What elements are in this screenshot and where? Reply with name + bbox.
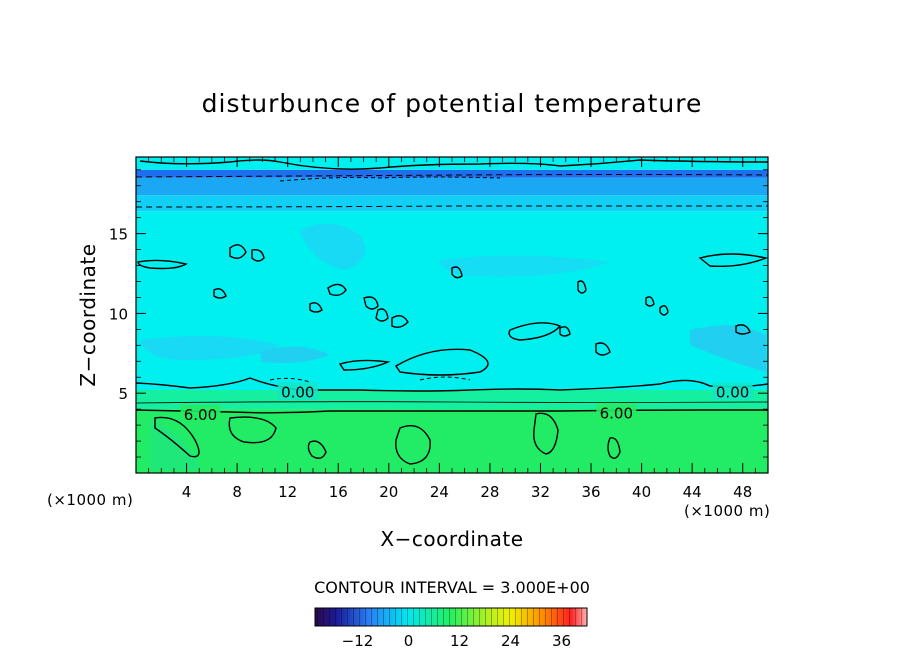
- field-band: [136, 177, 768, 196]
- field-band: [136, 169, 768, 178]
- field-band: [136, 157, 768, 170]
- contour-cell: [451, 266, 463, 279]
- x-tick-label: 16: [329, 483, 348, 501]
- field-patch: [300, 223, 365, 270]
- field-band: [136, 211, 768, 391]
- colorbar-tick-label: 36: [552, 632, 571, 650]
- contour-cell: [309, 302, 323, 313]
- contour-cell: [559, 326, 571, 337]
- contour-cell: [338, 359, 391, 371]
- contour-cell: [645, 296, 655, 307]
- contour-label: 6.00: [184, 406, 217, 424]
- plot-area: 0.00 0.00 6.00 6.00: [136, 157, 768, 473]
- field-patch: [260, 346, 330, 364]
- contour-zero-line: [136, 377, 768, 392]
- x-unit-right: (×1000 m): [684, 502, 770, 520]
- contour-cell: [375, 308, 389, 322]
- field-band: [136, 390, 768, 410]
- contour-label-bg: [277, 382, 318, 400]
- contour-cell: [659, 305, 669, 316]
- contour-label: 0.00: [281, 384, 314, 402]
- contour-cell: [698, 253, 768, 268]
- contour-cell: [395, 348, 489, 376]
- contour-cell: [735, 324, 751, 335]
- colorbar-tick-label: 24: [501, 632, 520, 650]
- y-tick-label: 5: [118, 385, 128, 403]
- contour-label-bg: [180, 404, 221, 422]
- x-tick-label: 8: [232, 483, 242, 501]
- colorbar-tick-label: −12: [342, 632, 374, 650]
- x-axis-label: X−coordinate: [380, 527, 523, 551]
- contour-cell: [607, 437, 621, 459]
- contour-cell: [154, 416, 200, 458]
- x-tick-label: 24: [430, 483, 449, 501]
- contour-cell: [533, 412, 559, 455]
- field-patch: [440, 255, 610, 277]
- colorbar-tick-label: 12: [450, 632, 469, 650]
- contour-label-bg: [712, 382, 753, 400]
- contour-cell: [229, 244, 247, 259]
- contour-labels: 0.00 0.00 6.00 6.00: [180, 382, 753, 424]
- colorbar-tick-labels: −12 0 12 24 36: [342, 632, 571, 650]
- chart-title: disturbunce of potential temperature: [202, 89, 703, 118]
- x-tick-label: 20: [379, 483, 398, 501]
- contour-cell: [395, 425, 431, 465]
- contour-label: 6.00: [600, 404, 633, 422]
- x-tick-label: 40: [632, 483, 651, 501]
- colorbar-frame: [314, 607, 588, 627]
- x-tick-label: 28: [480, 483, 499, 501]
- field-band: [136, 195, 768, 212]
- colorbar-tick-label: 0: [404, 632, 414, 650]
- y-tick-label: 15: [109, 226, 128, 244]
- y-tick-label: 10: [109, 305, 128, 323]
- field-patch: [140, 336, 280, 360]
- contour-negative-line: [279, 176, 501, 182]
- x-unit-left: (×1000 m): [47, 491, 133, 509]
- contour-negative-line: [136, 174, 768, 178]
- colorbar: −12 0 12 24 36: [314, 607, 588, 650]
- contour-cell: [251, 248, 265, 262]
- contour-cell: [363, 296, 379, 310]
- contour-negative-line: [136, 205, 768, 208]
- x-tick-label: 36: [581, 483, 600, 501]
- field-patch: [138, 408, 766, 473]
- contour-cell: [391, 315, 409, 329]
- contour-cell: [228, 416, 277, 444]
- contour-interval-text: CONTOUR INTERVAL = 3.000E+00: [314, 578, 590, 597]
- x-tick-label: 48: [733, 483, 752, 501]
- y-axis-label: Z−coordinate: [76, 243, 100, 386]
- contour-cell: [307, 440, 327, 459]
- colorbar-ticks: [315, 608, 587, 626]
- x-tick-label: 4: [182, 483, 192, 501]
- contour-cell: [213, 288, 227, 299]
- contour-line: [136, 401, 768, 404]
- contour-label-bg: [596, 403, 637, 421]
- x-tick-label: 44: [683, 483, 702, 501]
- contour-label: 0.00: [716, 384, 749, 402]
- contour-negative-line: [269, 377, 311, 383]
- contour-cell: [508, 322, 562, 341]
- contour-cell: [327, 283, 347, 297]
- x-tick-label: 12: [278, 483, 297, 501]
- x-tick-label: 32: [531, 483, 550, 501]
- contour-cell: [595, 342, 611, 356]
- field-patch: [690, 325, 766, 372]
- contour-cell: [577, 280, 587, 294]
